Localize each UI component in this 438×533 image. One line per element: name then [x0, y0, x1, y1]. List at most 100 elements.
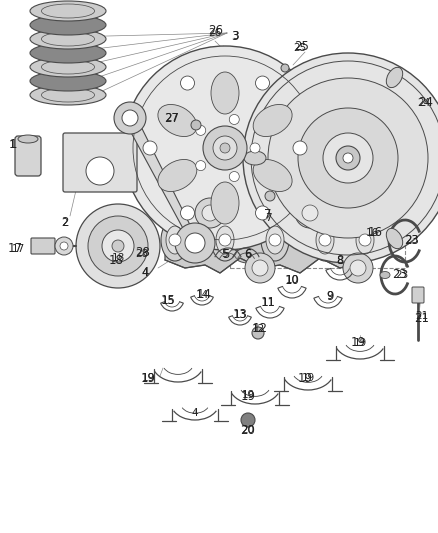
Polygon shape	[125, 115, 198, 245]
Text: 26: 26	[208, 25, 223, 37]
Text: 19: 19	[141, 372, 155, 384]
Text: 19: 19	[241, 390, 254, 400]
Text: 10: 10	[285, 273, 300, 287]
Circle shape	[268, 78, 428, 238]
Ellipse shape	[117, 231, 135, 261]
Ellipse shape	[30, 71, 106, 91]
Text: 6: 6	[245, 249, 251, 259]
Ellipse shape	[244, 151, 266, 165]
Text: 28: 28	[135, 249, 148, 259]
Ellipse shape	[380, 271, 390, 279]
Text: 7: 7	[264, 208, 272, 222]
Ellipse shape	[266, 226, 284, 254]
Text: 3: 3	[231, 29, 239, 43]
Circle shape	[219, 234, 231, 246]
Text: 26: 26	[208, 28, 222, 38]
Circle shape	[302, 205, 318, 221]
Ellipse shape	[253, 159, 292, 191]
Text: 16: 16	[367, 227, 382, 239]
Text: 23: 23	[405, 233, 420, 246]
Text: 10: 10	[286, 275, 299, 285]
Circle shape	[169, 234, 181, 246]
Ellipse shape	[386, 229, 403, 249]
Ellipse shape	[161, 219, 189, 261]
Circle shape	[180, 206, 194, 220]
Text: 19: 19	[141, 373, 155, 383]
Circle shape	[323, 133, 373, 183]
Text: 8: 8	[336, 254, 344, 268]
Text: 11: 11	[261, 298, 275, 308]
Text: 16: 16	[365, 228, 378, 238]
Ellipse shape	[30, 29, 106, 49]
Circle shape	[241, 413, 255, 427]
Circle shape	[293, 141, 307, 155]
Circle shape	[336, 146, 360, 170]
Text: 7: 7	[265, 213, 271, 223]
Ellipse shape	[158, 104, 197, 136]
Circle shape	[319, 234, 331, 246]
Ellipse shape	[30, 15, 106, 35]
Circle shape	[350, 260, 366, 276]
Circle shape	[60, 242, 68, 250]
Circle shape	[229, 115, 239, 125]
Text: 18: 18	[109, 254, 124, 266]
Text: 5: 5	[222, 249, 228, 259]
Circle shape	[269, 234, 281, 246]
Circle shape	[220, 143, 230, 153]
Text: 23: 23	[396, 270, 409, 280]
Ellipse shape	[316, 226, 334, 254]
Ellipse shape	[211, 219, 239, 261]
Circle shape	[252, 327, 264, 339]
Circle shape	[123, 46, 327, 250]
Circle shape	[122, 110, 138, 126]
Text: 25: 25	[293, 43, 307, 53]
Text: 19: 19	[350, 336, 365, 350]
Text: 13: 13	[233, 310, 247, 320]
Circle shape	[255, 76, 269, 90]
Ellipse shape	[253, 104, 292, 136]
Circle shape	[298, 108, 398, 208]
Ellipse shape	[30, 1, 106, 21]
Ellipse shape	[211, 182, 239, 224]
Circle shape	[202, 205, 218, 221]
FancyBboxPatch shape	[15, 136, 41, 176]
Circle shape	[112, 240, 124, 252]
Text: 20: 20	[240, 424, 255, 437]
Ellipse shape	[283, 215, 313, 235]
Polygon shape	[165, 208, 370, 273]
Text: 12: 12	[251, 324, 265, 334]
Ellipse shape	[311, 219, 339, 261]
Text: 3: 3	[232, 31, 238, 41]
Circle shape	[86, 157, 114, 185]
Text: 21: 21	[415, 311, 429, 321]
Circle shape	[114, 102, 146, 134]
Ellipse shape	[356, 226, 374, 254]
Ellipse shape	[30, 57, 106, 77]
Circle shape	[252, 260, 268, 276]
Text: 2: 2	[61, 216, 69, 230]
Ellipse shape	[386, 67, 403, 87]
Text: 4: 4	[141, 268, 148, 278]
Text: 19: 19	[301, 373, 314, 383]
Text: 15: 15	[161, 296, 175, 306]
Ellipse shape	[211, 72, 239, 114]
Text: 8: 8	[337, 256, 343, 266]
Circle shape	[250, 143, 260, 153]
Circle shape	[88, 216, 148, 276]
Text: 14: 14	[197, 288, 212, 302]
Text: 19: 19	[240, 391, 255, 403]
FancyBboxPatch shape	[31, 238, 55, 254]
Ellipse shape	[216, 226, 234, 254]
Text: 15: 15	[161, 295, 176, 308]
Circle shape	[180, 76, 194, 90]
Ellipse shape	[185, 215, 215, 235]
Circle shape	[265, 191, 275, 201]
Text: 14: 14	[195, 290, 208, 300]
Text: 11: 11	[261, 296, 276, 310]
Circle shape	[175, 223, 215, 263]
Ellipse shape	[30, 85, 106, 105]
Circle shape	[195, 198, 225, 228]
Text: 4: 4	[141, 266, 149, 279]
Text: 28: 28	[136, 246, 150, 260]
Circle shape	[281, 64, 289, 72]
